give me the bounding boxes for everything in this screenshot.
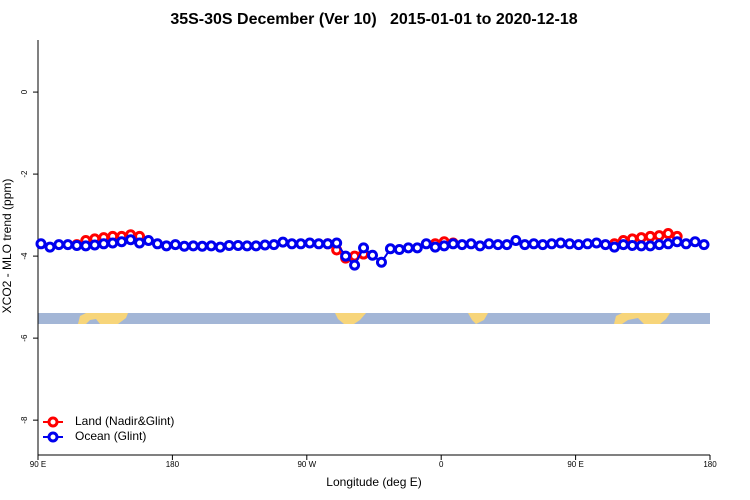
x-tick-label: 180 <box>703 460 717 469</box>
data-point <box>205 240 217 252</box>
legend-marker <box>47 416 59 428</box>
x-tick-label: 180 <box>166 460 180 469</box>
data-point <box>447 238 459 250</box>
data-point <box>420 238 432 250</box>
data-point <box>340 250 352 262</box>
data-point <box>474 240 486 252</box>
data-point <box>71 239 83 251</box>
data-point <box>635 240 647 252</box>
legend-label: Land (Nadir&Glint) <box>75 414 174 428</box>
data-point <box>537 239 549 251</box>
data-point <box>411 242 423 254</box>
data-point <box>277 236 289 248</box>
data-point <box>617 239 629 251</box>
data-point <box>98 238 110 250</box>
y-tick-label: -4 <box>20 252 29 260</box>
data-point <box>653 239 665 251</box>
data-point <box>250 240 262 252</box>
data-point <box>367 249 379 261</box>
data-point <box>349 259 361 271</box>
data-point <box>375 256 387 268</box>
data-point <box>35 238 47 250</box>
data-point <box>582 238 594 250</box>
data-point <box>653 230 665 242</box>
map-strip <box>38 313 710 324</box>
data-point <box>438 240 450 252</box>
data-point <box>483 238 495 250</box>
data-point <box>501 239 513 251</box>
data-point <box>196 240 208 252</box>
data-point <box>662 228 674 240</box>
data-point <box>125 234 137 246</box>
data-point <box>313 238 325 250</box>
data-point <box>187 240 199 252</box>
data-point <box>626 239 638 251</box>
data-point <box>358 242 370 254</box>
x-tick-label: 0 <box>439 460 444 469</box>
data-point <box>214 241 226 253</box>
data-point <box>510 235 522 247</box>
y-tick-label: -2 <box>20 170 29 178</box>
data-point <box>698 239 710 251</box>
x-axis-label: Longitude (deg E) <box>326 475 421 489</box>
legend-label: Ocean (Glint) <box>75 429 146 443</box>
x-tick-label: 90 E <box>30 460 46 469</box>
y-tick-label: 0 <box>20 89 29 94</box>
y-tick-label: -8 <box>20 416 29 424</box>
data-point <box>53 239 65 251</box>
data-point <box>107 237 119 249</box>
data-point <box>295 238 307 250</box>
x-tick-label: 90 E <box>567 460 583 469</box>
data-point <box>644 240 656 252</box>
data-point <box>644 230 656 242</box>
x-tick-label: 90 W <box>297 460 316 469</box>
data-point <box>259 239 271 251</box>
data-point <box>160 240 172 252</box>
data-point <box>44 241 56 253</box>
data-point <box>662 238 674 250</box>
data-point <box>456 239 468 251</box>
data-point <box>331 237 343 249</box>
data-point <box>116 236 128 248</box>
data-point <box>241 240 253 252</box>
data-point <box>169 239 181 251</box>
data-point <box>151 238 163 250</box>
data-point <box>555 237 567 249</box>
data-point <box>564 238 576 250</box>
data-point <box>429 241 441 253</box>
data-point <box>546 238 558 250</box>
data-point <box>465 238 477 250</box>
data-point <box>286 238 298 250</box>
data-point <box>268 239 280 251</box>
data-point <box>62 239 74 251</box>
data-point <box>178 240 190 252</box>
data-point <box>393 244 405 256</box>
data-point <box>322 238 334 250</box>
data-point <box>223 239 235 251</box>
data-point <box>528 238 540 250</box>
data-point <box>671 236 683 248</box>
data-point <box>608 241 620 253</box>
data-point <box>519 239 531 251</box>
data-point <box>591 237 603 249</box>
data-point <box>573 239 585 251</box>
data-point <box>689 236 701 248</box>
data-point <box>599 239 611 251</box>
y-tick-label: -6 <box>20 334 29 342</box>
data-point <box>492 239 504 251</box>
data-point <box>680 238 692 250</box>
data-point <box>232 239 244 251</box>
data-point <box>304 237 316 249</box>
data-point <box>402 242 414 254</box>
y-axis-label: XCO2 - MLO trend (ppm) <box>0 179 14 314</box>
data-point <box>89 239 101 251</box>
data-point <box>134 237 146 249</box>
legend-marker <box>47 431 59 443</box>
data-point <box>384 243 396 255</box>
data-point <box>143 235 155 247</box>
data-point <box>80 240 92 252</box>
chart-title: 35S-30S December (Ver 10) 2015-01-01 to … <box>170 11 577 28</box>
